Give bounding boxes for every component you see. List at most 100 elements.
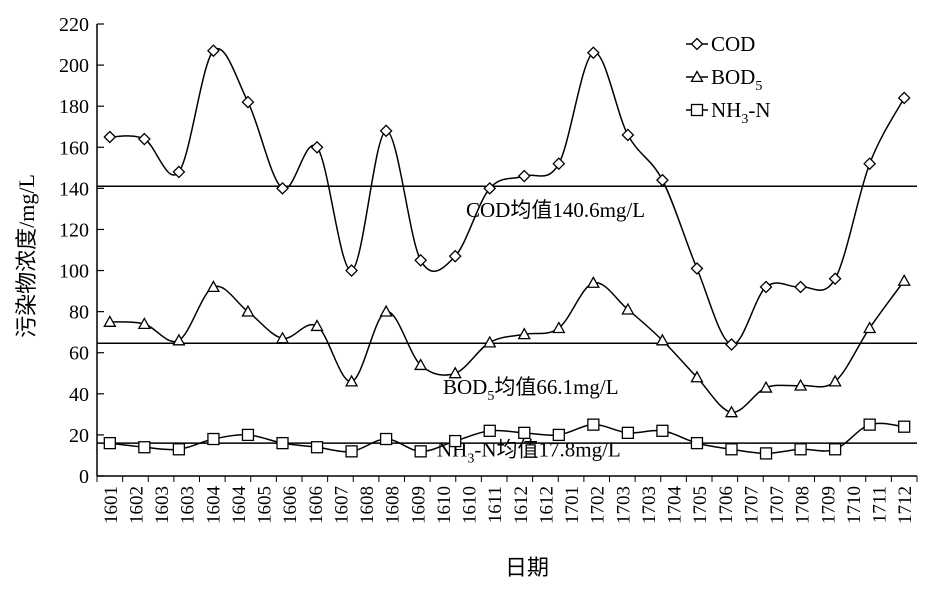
mean-lines: COD均值140.6mg/L BOD5均值66.1mg/L NH3-N均值17.8m… <box>97 185 917 466</box>
x-tick-label: 1604 <box>229 486 250 525</box>
x-tick-label: 1610 <box>434 486 455 524</box>
data-point <box>310 441 324 454</box>
data-point <box>586 46 600 60</box>
data-point <box>207 44 220 58</box>
x-tick-label: 1604 <box>203 486 224 525</box>
data-point <box>517 327 531 340</box>
data-point <box>518 426 531 440</box>
series <box>103 44 911 460</box>
data-point <box>276 436 289 450</box>
data-point <box>414 253 428 267</box>
series-triangle <box>103 273 911 418</box>
y-tick-label: 20 <box>69 425 89 447</box>
x-tick-label: 1602 <box>126 486 147 524</box>
data-point <box>276 181 289 195</box>
data-point <box>483 181 497 195</box>
data-point <box>828 374 842 387</box>
x-tick-label: 1601 <box>101 486 122 524</box>
data-point <box>863 321 877 334</box>
x-tick-label: 1603 <box>152 486 173 524</box>
y-tick-label: 140 <box>59 178 89 200</box>
data-point <box>172 333 186 346</box>
data-point <box>621 128 635 142</box>
data-point <box>449 434 462 448</box>
x-tick-label: 1710 <box>844 486 865 524</box>
data-point <box>690 370 704 383</box>
series-line <box>109 47 905 346</box>
data-point <box>206 280 221 293</box>
data-point <box>656 173 669 187</box>
data-point <box>759 280 773 294</box>
y-tick-label: 180 <box>59 96 89 118</box>
x-tick-label: 1612 <box>511 486 532 524</box>
data-point <box>103 436 116 450</box>
legend-item: COD <box>686 32 755 56</box>
y-tick-label: 120 <box>59 219 89 241</box>
x-tick-label: 1607 <box>331 486 352 524</box>
data-point <box>587 418 600 431</box>
data-point <box>724 405 739 418</box>
x-tick-label: 1704 <box>665 486 686 525</box>
y-tick-label: 220 <box>59 14 89 36</box>
x-tick-label: 1712 <box>895 486 916 524</box>
y-axis-title: 污染物浓度/mg/L <box>14 174 39 338</box>
data-point <box>379 124 393 138</box>
data-point <box>172 443 186 456</box>
y-tick-label: 40 <box>69 384 89 406</box>
y-tick-label: 160 <box>59 137 89 159</box>
data-point <box>794 443 807 456</box>
data-point <box>552 428 565 442</box>
x-tick-label: 1609 <box>408 486 429 524</box>
x-axis-title: 日期 <box>505 555 549 580</box>
y-tick-label: 60 <box>69 343 89 365</box>
data-point <box>759 380 773 393</box>
legend-label: BOD5 <box>711 65 762 94</box>
data-point <box>863 418 876 431</box>
data-point <box>241 428 255 442</box>
data-point <box>241 304 255 317</box>
data-point <box>414 358 428 371</box>
x-tick-label: 1612 <box>536 486 557 524</box>
data-point <box>897 273 911 286</box>
x-tick-label: 1703 <box>639 486 660 524</box>
data-point <box>586 276 600 288</box>
y-tick-label: 100 <box>59 261 89 283</box>
data-point <box>517 169 531 183</box>
data-point <box>310 319 324 332</box>
y-tick-label: 80 <box>69 302 89 324</box>
legend-item: NH3-N <box>686 98 771 127</box>
x-tick-label: 1611 <box>485 486 506 523</box>
y-tick-label: 0 <box>79 466 89 488</box>
data-point <box>897 91 911 105</box>
data-point <box>621 426 635 440</box>
data-point <box>275 331 290 344</box>
data-point <box>345 264 358 277</box>
data-point <box>656 424 669 437</box>
data-point <box>690 262 704 275</box>
data-point <box>655 333 670 346</box>
x-tick-label: 1705 <box>690 486 711 524</box>
data-point <box>207 432 220 446</box>
data-point <box>241 95 255 109</box>
legend-label: COD <box>711 32 755 56</box>
x-tick-label: 1707 <box>767 486 788 524</box>
data-point <box>759 447 773 460</box>
data-point <box>379 304 393 317</box>
legend-marker <box>690 70 704 83</box>
data-point <box>103 130 117 144</box>
x-tick-label: 1701 <box>562 486 583 524</box>
data-point <box>863 157 877 171</box>
x-tick-label: 1610 <box>460 486 481 524</box>
legend-label: NH3-N <box>711 98 771 127</box>
data-point <box>552 321 566 334</box>
x-tick-label: 1706 <box>716 486 737 524</box>
legend: COD BOD5 NH3-N <box>686 32 771 127</box>
mean-line-label: COD均值140.6mg/L <box>466 198 645 222</box>
x-tick-label: 1711 <box>870 486 891 523</box>
data-point <box>138 441 151 454</box>
x-tick-label: 1608 <box>357 486 378 524</box>
x-tick-label: 1702 <box>588 486 609 524</box>
legend-marker <box>690 37 704 51</box>
